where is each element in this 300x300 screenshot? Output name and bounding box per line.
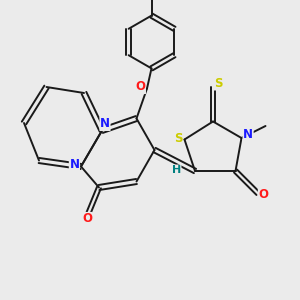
Text: N: N <box>243 128 253 142</box>
Text: S: S <box>214 77 223 90</box>
Text: O: O <box>258 188 268 202</box>
Text: N: N <box>100 117 110 130</box>
Text: O: O <box>82 212 92 226</box>
Text: O: O <box>135 80 146 94</box>
Text: S: S <box>174 131 182 145</box>
Text: N: N <box>69 158 80 172</box>
Text: H: H <box>172 165 181 175</box>
